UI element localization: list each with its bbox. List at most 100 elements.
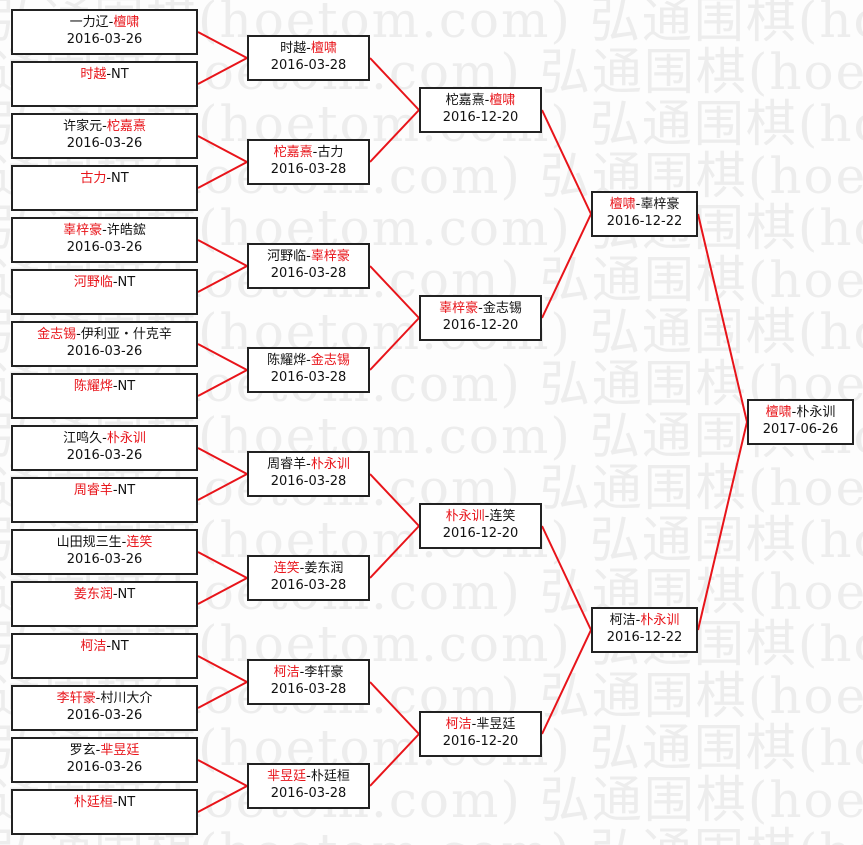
match-date: 2016-03-28 [270, 578, 347, 593]
match-date: 2016-03-28 [270, 266, 347, 281]
match-players: 李轩豪-村川大介 [13, 690, 196, 707]
player-name: -芈昱廷 [471, 717, 516, 732]
winner-name: 柯洁 [445, 717, 472, 732]
winner-name: 陈耀烨 [73, 379, 113, 394]
match-box: 周睿羊-NT [11, 477, 198, 523]
match-date: 2016-03-26 [66, 448, 143, 463]
player-name: 一力辽- [69, 15, 114, 30]
bracket-connector [197, 759, 248, 787]
match-date: 2016-03-26 [66, 552, 143, 567]
player-name: 柁嘉熹- [445, 93, 490, 108]
winner-name: 河野临 [73, 275, 113, 290]
match-box: 柯洁-朴永训 2016-12-22 [591, 607, 698, 653]
player-name: -辜梓豪 [635, 197, 680, 212]
bracket-connector [697, 213, 748, 423]
player-name: -连笑 [484, 509, 516, 524]
winner-name: 檀啸 [609, 197, 636, 212]
winner-name: 柁嘉熹 [273, 145, 313, 160]
player-name: 柯洁- [609, 613, 641, 628]
match-date: 2016-03-28 [270, 162, 347, 177]
match-date: 2016-03-28 [270, 786, 347, 801]
player-name: -NT [112, 587, 136, 602]
player-name: 罗玄- [69, 743, 101, 758]
match-players: 一力辽-檀啸 [13, 14, 196, 31]
match-players: 时越-檀啸 [249, 40, 368, 57]
winner-name: 金志锡 [310, 353, 350, 368]
match-players: 时越-NT [13, 66, 196, 83]
match-players: 许家元-柁嘉熹 [13, 118, 196, 135]
winner-name: 檀啸 [310, 41, 337, 56]
bracket-connector [197, 577, 248, 605]
match-box: 周睿羊-朴永训 2016-03-28 [247, 451, 370, 497]
match-date: 2016-03-26 [66, 708, 143, 723]
match-box: 河野临-NT [11, 269, 198, 315]
match-box: 柁嘉熹-檀啸 2016-12-20 [419, 87, 542, 133]
match-players: 河野临-NT [13, 274, 196, 291]
match-box: 檀啸-辜梓豪 2016-12-22 [591, 191, 698, 237]
bracket-connector [197, 265, 248, 293]
match-box: 古力-NT [11, 165, 198, 211]
player-name: -姜东润 [299, 561, 344, 576]
match-players: 罗玄-芈昱廷 [13, 742, 196, 759]
bracket-connector [197, 31, 248, 59]
winner-name: 朴永训 [445, 509, 485, 524]
match-date: 2016-12-20 [442, 318, 519, 333]
winner-name: 连笑 [126, 535, 153, 550]
match-players: 檀啸-辜梓豪 [593, 196, 696, 213]
player-name: 山田规三生- [56, 535, 127, 550]
match-players: 朴廷桓-NT [13, 794, 196, 811]
winner-name: 时越 [80, 67, 107, 82]
match-box: 芈昱廷-朴廷桓 2016-03-28 [247, 763, 370, 809]
match-players: 辜梓豪-金志锡 [421, 300, 540, 317]
winner-name: 连笑 [273, 561, 300, 576]
match-players: 柯洁-李轩豪 [249, 664, 368, 681]
match-players: 柁嘉熹-檀啸 [421, 92, 540, 109]
match-date: 2016-03-26 [66, 32, 143, 47]
player-name: 陈耀烨- [267, 353, 311, 368]
match-players: 陈耀烨-NT [13, 378, 196, 395]
player-name: 时越- [280, 41, 311, 56]
match-players: 古力-NT [13, 170, 196, 187]
match-box: 李轩豪-村川大介 2016-03-26 [11, 685, 198, 731]
player-name: 江鸣久- [63, 431, 107, 446]
bracket-connector [197, 57, 248, 85]
player-name: -NT [106, 639, 129, 654]
winner-name: 柯洁 [273, 665, 300, 680]
player-name: 河野临- [267, 249, 311, 264]
winner-name: 朴廷桓 [73, 795, 113, 810]
player-name: -NT [106, 67, 129, 82]
player-name: -NT [112, 379, 136, 394]
winner-name: 檀啸 [765, 405, 792, 420]
player-name: -NT [112, 275, 136, 290]
player-name: -金志锡 [478, 301, 522, 316]
bracket-connector [369, 109, 420, 163]
match-box: 陈耀烨-NT [11, 373, 198, 419]
match-players: 姜东润-NT [13, 586, 196, 603]
bracket-connector [197, 447, 248, 475]
bracket-connector [541, 629, 592, 735]
match-box: 时越-NT [11, 61, 198, 107]
match-date: 2016-03-26 [66, 760, 143, 775]
bracket-connector [197, 785, 248, 813]
winner-name: 柁嘉熹 [106, 119, 146, 134]
match-players: 周睿羊-NT [13, 482, 196, 499]
bracket-connector [369, 317, 420, 371]
bracket-connector [197, 369, 248, 397]
match-box: 金志锡-伊利亚・什克辛 2016-03-26 [11, 321, 198, 367]
bracket-connector [197, 161, 248, 189]
match-box: 朴永训-连笑 2016-12-20 [419, 503, 542, 549]
player-name: 许家元- [63, 119, 107, 134]
player-name: -朴廷桓 [306, 769, 350, 784]
winner-name: 周睿羊 [73, 483, 113, 498]
bracket-connector [197, 681, 248, 709]
bracket-connector [541, 213, 592, 319]
bracket-connector [197, 551, 248, 579]
winner-name: 古力 [80, 171, 107, 186]
player-name: -NT [112, 483, 136, 498]
winner-name: 姜东润 [73, 587, 113, 602]
match-players: 连笑-姜东润 [249, 560, 368, 577]
bracket-connector [369, 57, 420, 111]
match-players: 柁嘉熹-古力 [249, 144, 368, 161]
